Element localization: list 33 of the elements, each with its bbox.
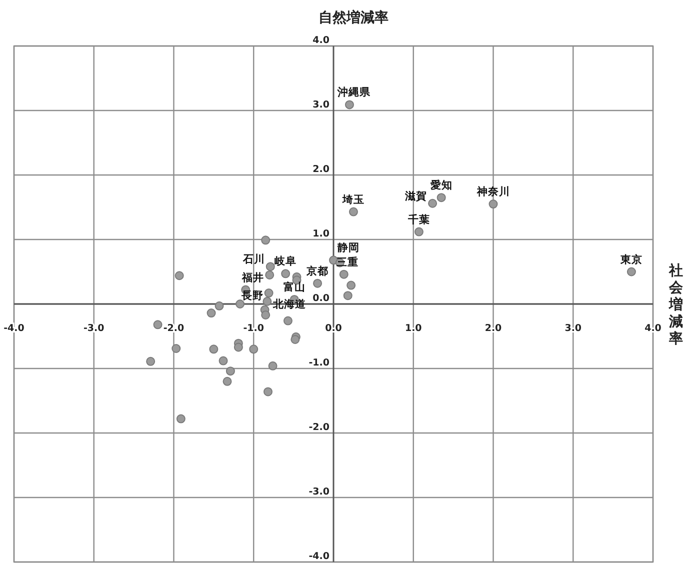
- y-tick-label: 3.0: [312, 100, 330, 110]
- x-tick-label: 4.0: [644, 323, 662, 334]
- x-tick-label: -3.0: [83, 323, 105, 334]
- annotation: 神奈川: [476, 185, 510, 198]
- annotation: 愛知: [430, 178, 452, 192]
- annotation: 千葉: [406, 212, 430, 226]
- x-tick-label: 2.0: [484, 323, 502, 334]
- y-tick-label: 4.0: [312, 35, 330, 46]
- y-tick-label: -1.0: [308, 358, 330, 368]
- annotation: 岐阜: [274, 254, 297, 268]
- y-tick-label: 1.0: [312, 228, 330, 240]
- x-tick-label: -4.0: [4, 323, 25, 334]
- y-tick-label: -4.0: [308, 551, 330, 562]
- annotation: 埼玉: [341, 192, 364, 206]
- x-tick-label: 3.0: [564, 323, 582, 334]
- annotation: 石川: [242, 252, 265, 266]
- y-tick-label: -3.0: [308, 486, 330, 498]
- annotation: 長野: [240, 290, 264, 302]
- annotation: 京都: [306, 264, 329, 278]
- y-tick-label: 2.0: [312, 164, 330, 175]
- annotation: 滋賀: [404, 189, 428, 202]
- y-tick-label: 0.0: [312, 293, 330, 304]
- annotation: 福井: [241, 270, 264, 284]
- y-tick-label: -2.0: [308, 422, 330, 433]
- x-tick-label: -2.0: [163, 323, 185, 334]
- annotation: 富山: [283, 280, 306, 294]
- annotation: 東京: [619, 252, 642, 266]
- x-tick-label: -1.0: [243, 323, 264, 334]
- x-axis-title: 社会増減率: [668, 263, 684, 347]
- y-axis-title: 自然増減率: [318, 9, 388, 26]
- annotation: 沖縄県: [336, 86, 372, 99]
- annotation: 静岡: [336, 241, 360, 254]
- x-tick-label: 1.0: [404, 323, 422, 334]
